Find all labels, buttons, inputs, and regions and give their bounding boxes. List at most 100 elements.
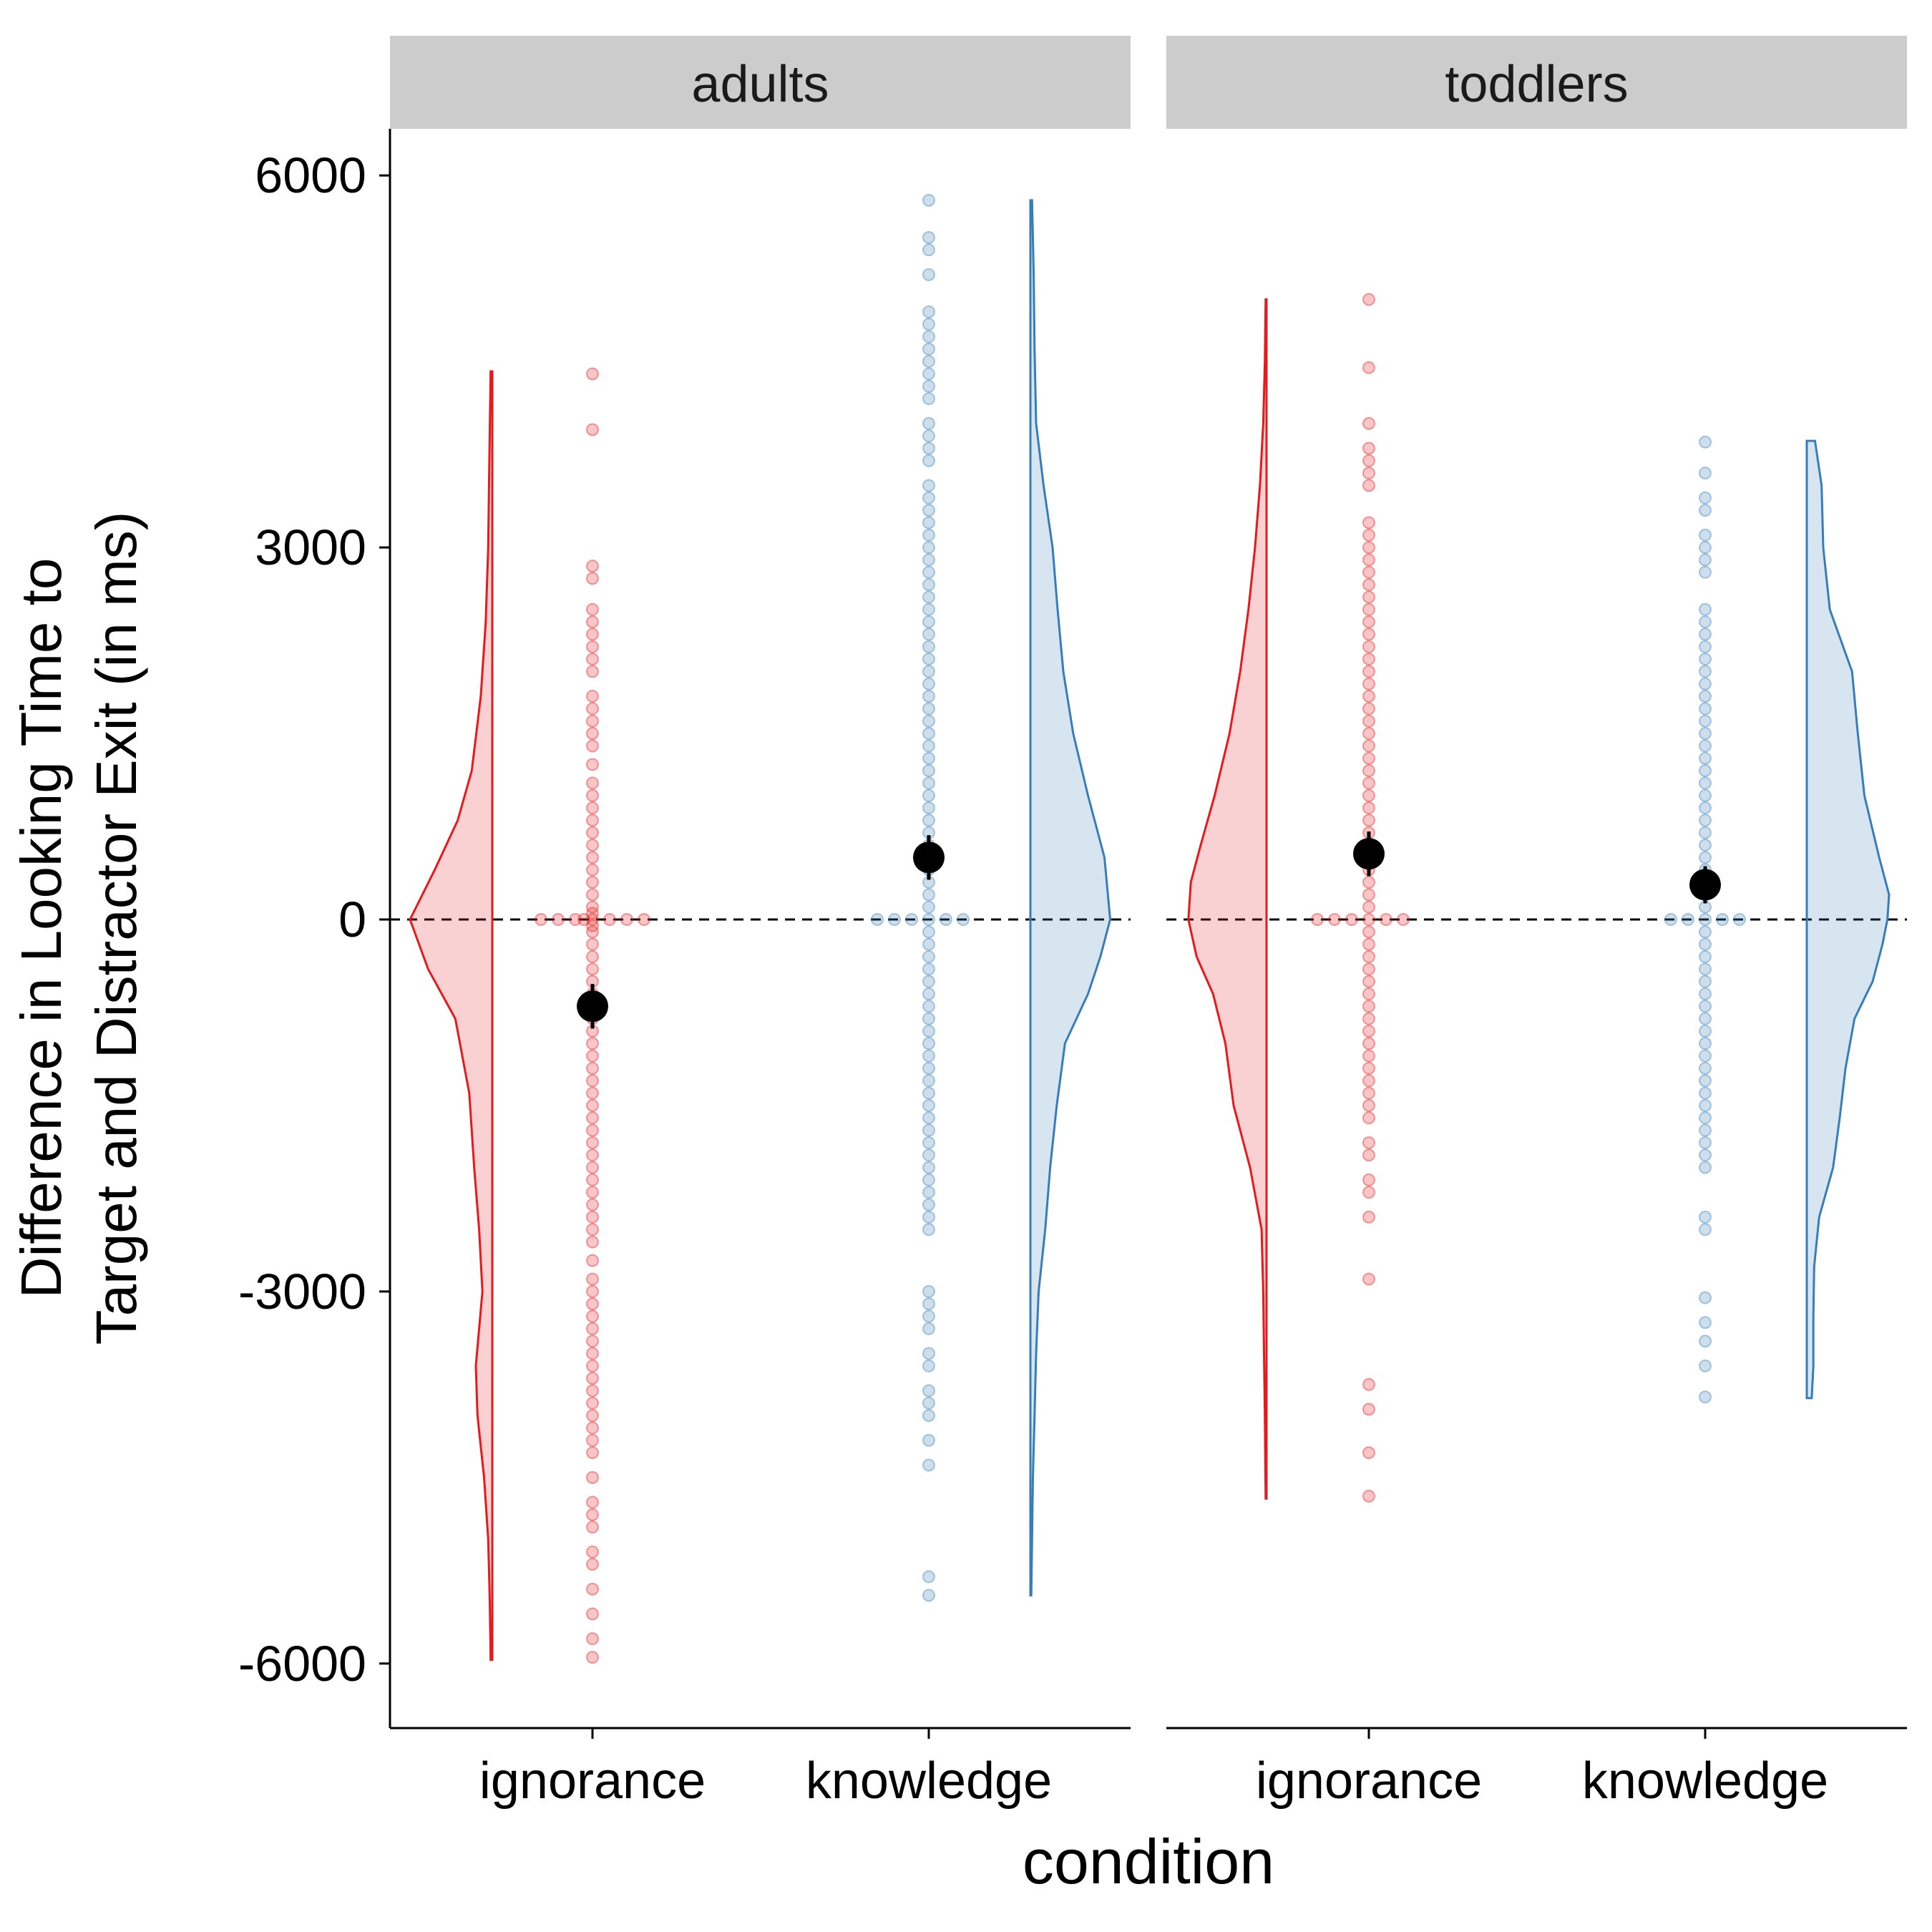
mean-point: [1689, 869, 1721, 901]
data-point: [922, 1012, 935, 1025]
x-tick-label: knowledge: [1582, 1752, 1828, 1810]
data-point: [586, 1136, 599, 1149]
data-point: [586, 665, 599, 678]
data-point: [922, 1347, 935, 1360]
data-point: [922, 1061, 935, 1075]
data-point: [957, 913, 970, 926]
data-point: [586, 1545, 599, 1558]
data-point: [1380, 913, 1392, 926]
data-point: [1699, 714, 1712, 728]
data-point: [888, 913, 901, 926]
data-point: [1362, 702, 1375, 716]
data-point: [1362, 727, 1375, 741]
data-point: [922, 739, 935, 753]
data-point: [586, 1421, 599, 1435]
data-point: [586, 1347, 599, 1360]
data-point: [1699, 677, 1712, 691]
data-point: [922, 764, 935, 778]
data-point: [586, 739, 599, 753]
data-point: [922, 1000, 935, 1013]
data-point: [922, 628, 935, 641]
data-point: [1362, 714, 1375, 728]
data-point: [586, 1335, 599, 1348]
data-point: [922, 1198, 935, 1211]
data-point: [586, 1607, 599, 1621]
data-point: [1362, 541, 1375, 555]
data-point: [1699, 1210, 1712, 1224]
data-point: [1699, 1148, 1712, 1162]
data-point: [922, 1024, 935, 1038]
data-point: [1362, 479, 1375, 492]
data-point: [1699, 1000, 1712, 1013]
data-point: [586, 962, 599, 976]
data-point: [922, 230, 935, 244]
data-point: [922, 814, 935, 827]
data-point: [1699, 937, 1712, 951]
data-point: [1699, 491, 1712, 504]
data-point: [586, 1508, 599, 1521]
data-point: [1699, 1037, 1712, 1050]
facet-strip: [390, 36, 1131, 129]
data-point: [922, 504, 935, 517]
data-point: [922, 305, 935, 318]
data-point: [922, 392, 935, 406]
data-point: [1362, 751, 1375, 765]
data-point: [922, 1098, 935, 1112]
data-point: [1699, 975, 1712, 988]
data-point: [1362, 876, 1375, 889]
data-point: [586, 602, 599, 616]
data-point: [922, 479, 935, 492]
data-point: [922, 987, 935, 1000]
data-point: [586, 925, 599, 939]
data-point: [1716, 913, 1729, 926]
data-point: [1362, 416, 1375, 430]
data-point: [1362, 1136, 1375, 1149]
data-point: [1699, 764, 1712, 778]
data-point: [586, 1409, 599, 1423]
data-point: [922, 702, 935, 716]
data-point: [922, 1570, 935, 1584]
data-point: [922, 1173, 935, 1186]
data-point: [922, 1309, 935, 1323]
data-point: [1699, 987, 1712, 1000]
data-point: [922, 1123, 935, 1137]
data-point: [922, 1186, 935, 1199]
data-point: [603, 913, 616, 926]
data-point: [922, 553, 935, 567]
data-point: [1362, 776, 1375, 790]
data-point: [922, 416, 935, 430]
data-point: [586, 1223, 599, 1236]
data-point: [1362, 962, 1375, 976]
data-point: [922, 1086, 935, 1100]
data-point: [1362, 925, 1375, 939]
data-point: [1699, 776, 1712, 790]
data-point: [586, 1359, 599, 1372]
data-point: [1699, 602, 1712, 616]
data-point: [1699, 1316, 1712, 1330]
data-point: [586, 1123, 599, 1137]
data-point: [1362, 1012, 1375, 1025]
data-point: [586, 913, 599, 926]
data-point: [1664, 913, 1677, 926]
data-point: [1362, 1024, 1375, 1038]
data-point: [1699, 1049, 1712, 1063]
x-axis-title: condition: [1023, 1826, 1274, 1897]
data-point: [586, 888, 599, 902]
data-point: [1362, 1086, 1375, 1100]
data-point: [1699, 435, 1712, 449]
data-point: [586, 1309, 599, 1323]
data-point: [586, 1521, 599, 1534]
data-point: [586, 628, 599, 641]
data-point: [922, 1210, 935, 1224]
data-point: [922, 1384, 935, 1397]
data-point: [586, 789, 599, 802]
data-point: [1699, 1024, 1712, 1038]
data-point: [535, 913, 547, 926]
data-point: [586, 1186, 599, 1199]
data-point: [922, 714, 935, 728]
data-point: [586, 1396, 599, 1410]
data-point: [1362, 665, 1375, 678]
data-point: [1699, 1086, 1712, 1100]
